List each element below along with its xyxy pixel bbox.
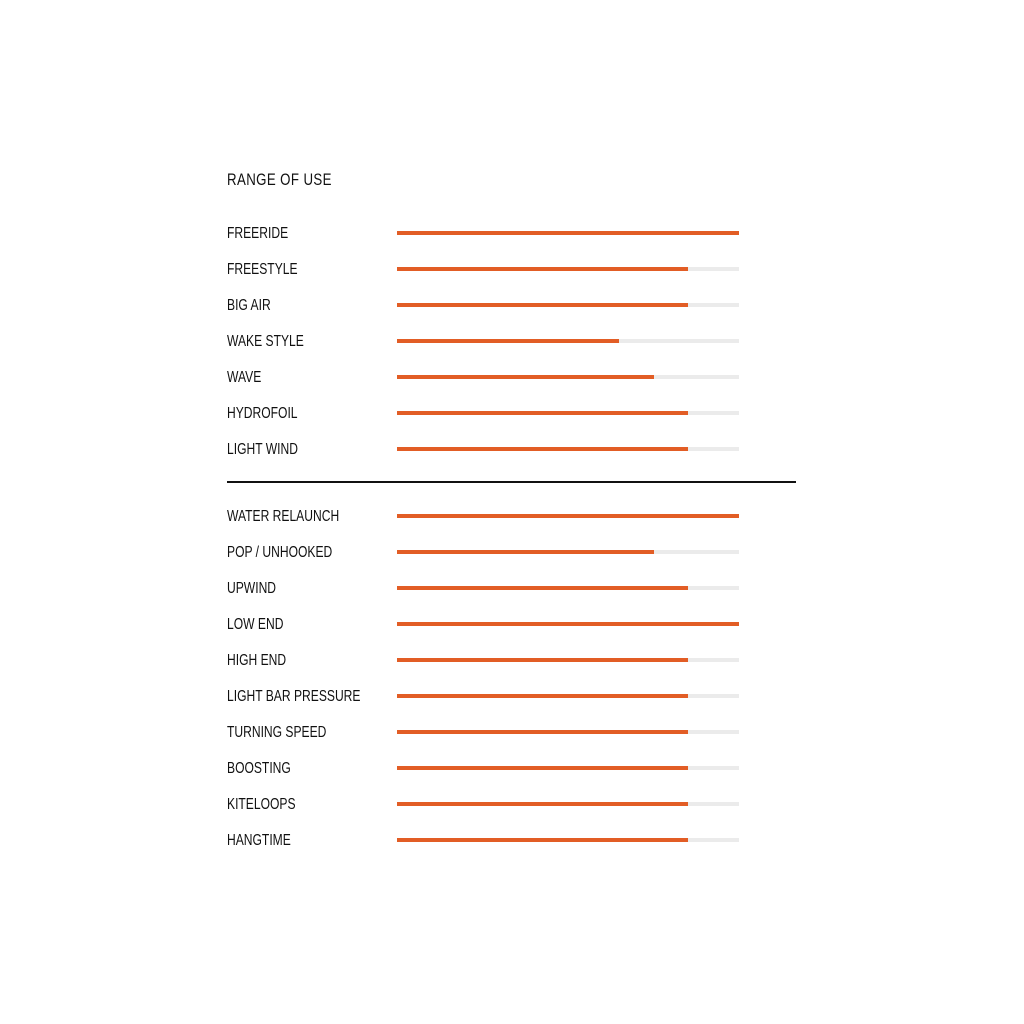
rating-bar-fill <box>397 838 688 842</box>
chart-title: RANGE OF USE <box>227 170 332 189</box>
rating-bar-track <box>397 447 739 451</box>
rating-bar-track <box>397 766 739 770</box>
rating-label: LIGHT BAR PRESSURE <box>227 688 361 705</box>
rating-bar-fill <box>397 658 688 662</box>
rating-bar-fill <box>397 303 688 307</box>
rating-label: KITELOOPS <box>227 796 296 813</box>
rating-row: FREERIDE <box>227 224 747 244</box>
rating-bar-fill <box>397 447 688 451</box>
rating-row: POP / UNHOOKED <box>227 543 747 563</box>
rating-row: HYDROFOIL <box>227 404 747 424</box>
rating-row: TURNING SPEED <box>227 723 747 743</box>
rating-label: BOOSTING <box>227 760 291 777</box>
group-divider <box>227 481 796 483</box>
rating-bar-fill <box>397 730 688 734</box>
rating-bar-track <box>397 411 739 415</box>
rating-row: LIGHT WIND <box>227 440 747 460</box>
rating-row: UPWIND <box>227 579 747 599</box>
rating-bar-track <box>397 550 739 554</box>
rating-bar-fill <box>397 339 620 343</box>
rating-label: WATER RELAUNCH <box>227 508 340 525</box>
rating-row: WAKE STYLE <box>227 332 747 352</box>
rating-bar-fill <box>397 694 688 698</box>
rating-label: HANGTIME <box>227 832 291 849</box>
rating-bar-fill <box>397 586 688 590</box>
rating-label: FREESTYLE <box>227 261 298 278</box>
rating-bar-fill <box>397 267 688 271</box>
rating-row: BOOSTING <box>227 759 747 779</box>
rating-row: LIGHT BAR PRESSURE <box>227 687 747 707</box>
rating-bar-fill <box>397 622 739 626</box>
rating-bar-track <box>397 622 739 626</box>
rating-row: HANGTIME <box>227 831 747 851</box>
rating-bar-track <box>397 586 739 590</box>
rating-bar-track <box>397 694 739 698</box>
rating-row: LOW END <box>227 615 747 635</box>
rating-label: BIG AIR <box>227 297 271 314</box>
rating-label: LOW END <box>227 616 284 633</box>
rating-label: TURNING SPEED <box>227 724 327 741</box>
rating-bar-track <box>397 339 739 343</box>
rating-row: BIG AIR <box>227 296 747 316</box>
rating-bar-fill <box>397 802 688 806</box>
rating-label: WAVE <box>227 369 262 386</box>
rating-bar-track <box>397 658 739 662</box>
rating-bar-track <box>397 303 739 307</box>
rating-bar-fill <box>397 550 654 554</box>
rating-bar-fill <box>397 411 688 415</box>
rating-bar-fill <box>397 231 739 235</box>
rating-row: FREESTYLE <box>227 260 747 280</box>
rating-bar-track <box>397 514 739 518</box>
rating-bar-track <box>397 267 739 271</box>
rating-bar-track <box>397 231 739 235</box>
rating-bar-track <box>397 730 739 734</box>
rating-label: HIGH END <box>227 652 287 669</box>
rating-row: WATER RELAUNCH <box>227 507 747 527</box>
rating-row: WAVE <box>227 368 747 388</box>
rating-bar-track <box>397 838 739 842</box>
rating-bar-track <box>397 802 739 806</box>
rating-bar-fill <box>397 375 654 379</box>
rating-label: HYDROFOIL <box>227 405 298 422</box>
rating-label: LIGHT WIND <box>227 441 298 458</box>
rating-row: KITELOOPS <box>227 795 747 815</box>
rating-label: UPWIND <box>227 580 277 597</box>
rating-bar-fill <box>397 766 688 770</box>
rating-label: POP / UNHOOKED <box>227 544 333 561</box>
rating-label: WAKE STYLE <box>227 333 304 350</box>
rating-bar-fill <box>397 514 739 518</box>
rating-label: FREERIDE <box>227 225 289 242</box>
rating-row: HIGH END <box>227 651 747 671</box>
rating-bar-track <box>397 375 739 379</box>
